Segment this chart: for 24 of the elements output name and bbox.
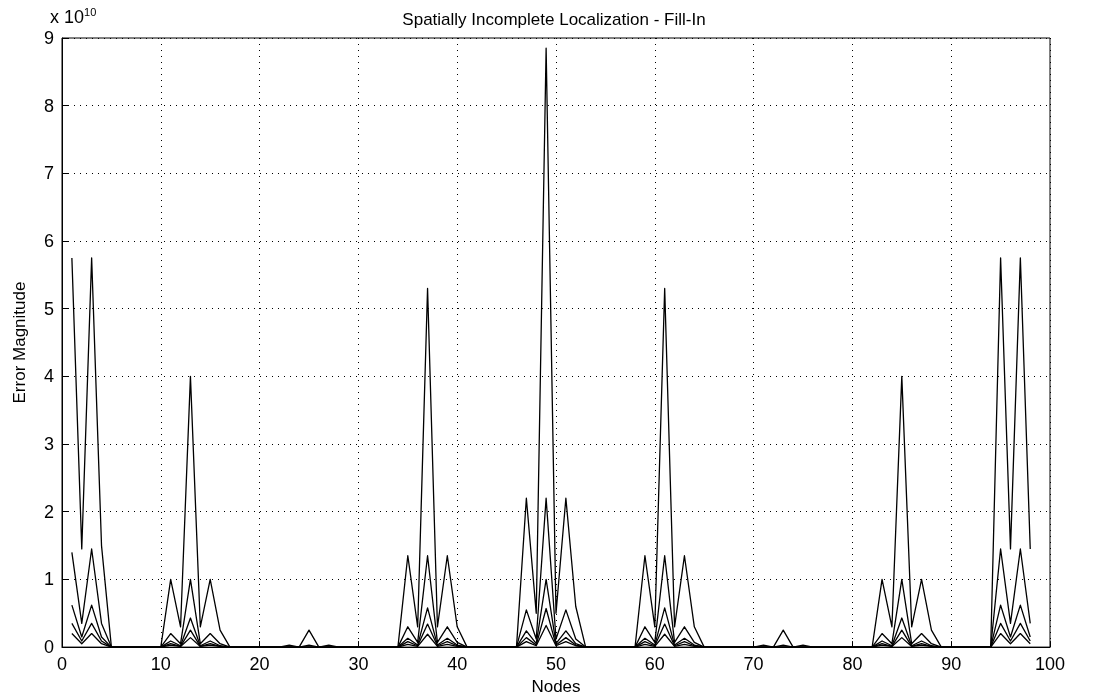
x-tick-label: 80	[842, 654, 863, 675]
y-tick-label: 5	[43, 298, 54, 319]
x-tick-label: 90	[941, 654, 962, 675]
y-tick-label: 6	[43, 231, 54, 252]
x-tick-label: 50	[545, 654, 567, 675]
y-tick-label: 9	[43, 28, 54, 48]
x-tick-label: 70	[743, 654, 764, 675]
y-tick-label: 7	[43, 163, 54, 184]
y-axis-title: Error Magnitude	[10, 281, 29, 404]
x-tick-label: 40	[447, 654, 468, 675]
y-tick-label: 4	[43, 366, 54, 387]
x-tick-label: 20	[249, 654, 270, 675]
y-tick-label: 0	[43, 637, 54, 658]
y-tick-label: 3	[43, 434, 54, 455]
y-tick-label: 1	[43, 569, 54, 590]
x-tick-label: 100	[1034, 654, 1066, 675]
x-tick-label: 60	[644, 654, 665, 675]
x-tick-label: 0	[56, 654, 68, 675]
x-tick-label: 10	[150, 654, 171, 675]
y-tick-label: 2	[43, 501, 54, 522]
y-tick-label: 8	[43, 95, 54, 116]
chart-title: Spatially Incomplete Localization - Fill-In	[402, 10, 706, 29]
x-tick-label: 30	[348, 654, 369, 675]
x-axis-title: Nodes	[531, 677, 581, 696]
